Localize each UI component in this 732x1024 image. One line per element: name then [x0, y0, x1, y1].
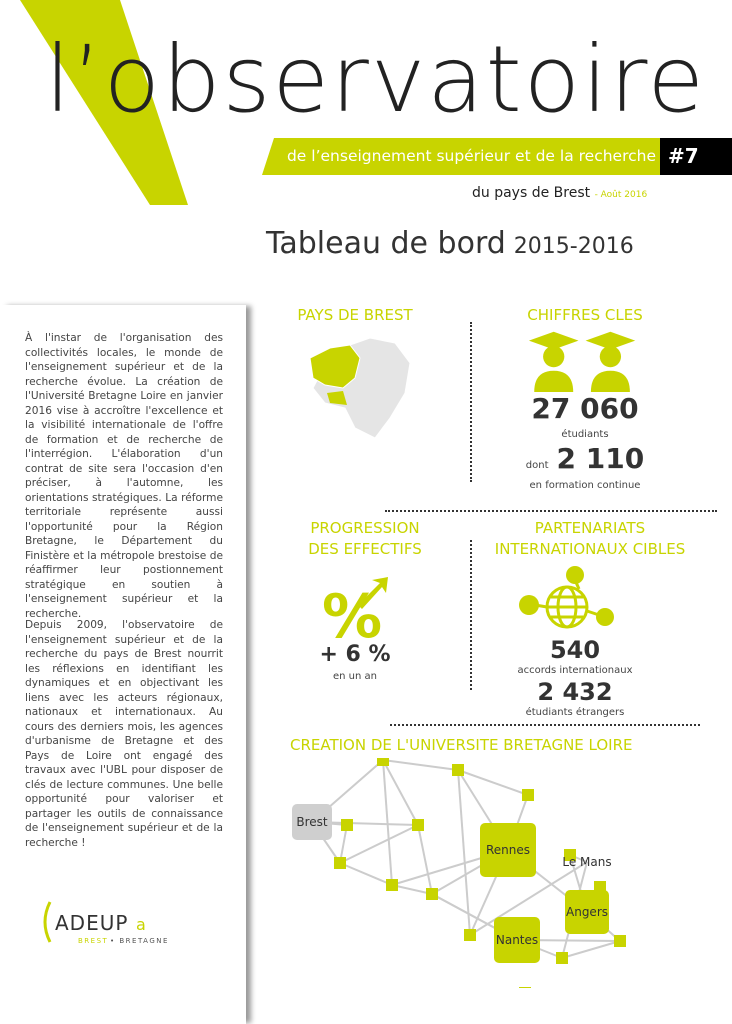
network-link	[561, 940, 621, 959]
city-node: Le Mans	[562, 855, 611, 869]
intro-paragraph: À l'instar de l'organisation des collect…	[25, 332, 223, 620]
city-node: Brest	[292, 804, 332, 840]
city-label: Nantes	[496, 933, 538, 947]
section-title-ubl: CREATION DE L'UNIVERSITE BRETAGNE LOIRE	[290, 736, 633, 754]
page-title-text: Tableau de bord	[266, 226, 506, 261]
network-node	[522, 789, 534, 801]
title-line: PROGRESSION	[310, 519, 420, 537]
network-node	[334, 857, 346, 869]
city-label: Angers	[566, 905, 608, 919]
etrangers-count: 2 432	[537, 678, 613, 706]
title-line: PARTENARIATS	[534, 519, 646, 537]
network-link	[457, 769, 529, 796]
continue-label: en formation continue	[529, 480, 641, 491]
etrangers-label: étudiants étrangers	[525, 707, 625, 718]
network-node	[412, 819, 424, 831]
network-node	[377, 758, 389, 766]
progression-value: + 6 %	[319, 642, 391, 667]
svg-text:BREST: BREST	[78, 937, 108, 945]
network-node	[556, 952, 568, 964]
city-node: Angers	[565, 890, 609, 934]
svg-text:a: a	[136, 915, 146, 934]
publication-title: l’observatoire	[45, 26, 706, 133]
network-link	[382, 759, 419, 826]
globe-network-icon	[519, 566, 614, 629]
section-title-pays: PAYS DE BREST	[297, 306, 413, 324]
section-title-chiffres: CHIFFRES CLES	[527, 306, 643, 324]
adeupa-logo: ADEUP a BREST • BRETAGNE	[40, 900, 180, 954]
dont-label: dont	[525, 460, 549, 471]
subtitle-text: du pays de Brest	[472, 185, 591, 201]
subtitle: du pays de Brest - Août 2016	[472, 184, 647, 204]
network-node	[464, 929, 476, 941]
network-node	[426, 888, 438, 900]
accords-label: accords internationaux	[517, 665, 633, 676]
divider	[470, 540, 472, 690]
network-link	[391, 884, 433, 895]
title-line: INTERNATIONAUX CIBLES	[494, 540, 686, 558]
city-label: Le Mans	[562, 855, 611, 869]
date: - Août 2016	[594, 190, 648, 200]
band-text: de l’enseignement supérieur et de la rec…	[286, 147, 656, 165]
section-title-partenariats: PARTENARIATS INTERNATIONAUX CIBLES	[480, 518, 700, 560]
title-line: DES EFFECTIFS	[308, 540, 422, 558]
issue-number: #7	[660, 138, 732, 175]
network-node	[519, 987, 531, 988]
network-link	[339, 824, 348, 864]
continue-count: 2 110	[556, 442, 645, 475]
network-node	[614, 935, 626, 947]
students-label: étudiants	[561, 429, 609, 440]
svg-text:• BRETAGNE: • BRETAGNE	[110, 937, 169, 945]
graduates-icon	[528, 331, 636, 392]
network-link	[339, 862, 393, 886]
network-node	[341, 819, 353, 831]
city-node: Rennes	[480, 823, 536, 877]
pays-de-brest-map	[309, 337, 411, 439]
city-label: Brest	[296, 815, 328, 829]
progression-label: en un an	[333, 671, 377, 682]
divider	[385, 510, 717, 512]
continue-row: dont 2 110	[500, 442, 670, 475]
network-link	[382, 759, 459, 771]
students-count: 27 060	[531, 392, 639, 425]
city-node: Nantes	[494, 917, 540, 963]
network-link	[469, 861, 588, 936]
network-node	[386, 879, 398, 891]
network-link	[339, 824, 419, 864]
page-title: Tableau de bord 2015-2016	[266, 226, 634, 265]
svg-text:ADEUP: ADEUP	[55, 911, 128, 935]
network-link	[417, 824, 433, 895]
network-link	[457, 769, 471, 936]
title-band: de l’enseignement supérieur et de la rec…	[262, 138, 662, 175]
divider	[390, 724, 700, 726]
divider	[470, 322, 472, 482]
ubl-network-diagram: Brest Rennes Le Mans Angers Nantes	[292, 758, 626, 988]
network-node	[564, 849, 576, 861]
page-title-years: 2015-2016	[513, 234, 634, 259]
accords-count: 540	[549, 636, 601, 664]
network-link	[382, 759, 393, 886]
percent-arrow-icon: %	[322, 577, 388, 641]
section-title-progression: PROGRESSION DES EFFECTIFS	[285, 518, 445, 560]
network-node	[452, 764, 464, 776]
intro-panel: À l'instar de l'organisation des collect…	[0, 305, 246, 1024]
intro-paragraph: Depuis 2009, l'observatoire de l'enseign…	[25, 619, 223, 849]
city-label: Rennes	[486, 843, 530, 857]
decorative-stripe	[20, 0, 188, 205]
